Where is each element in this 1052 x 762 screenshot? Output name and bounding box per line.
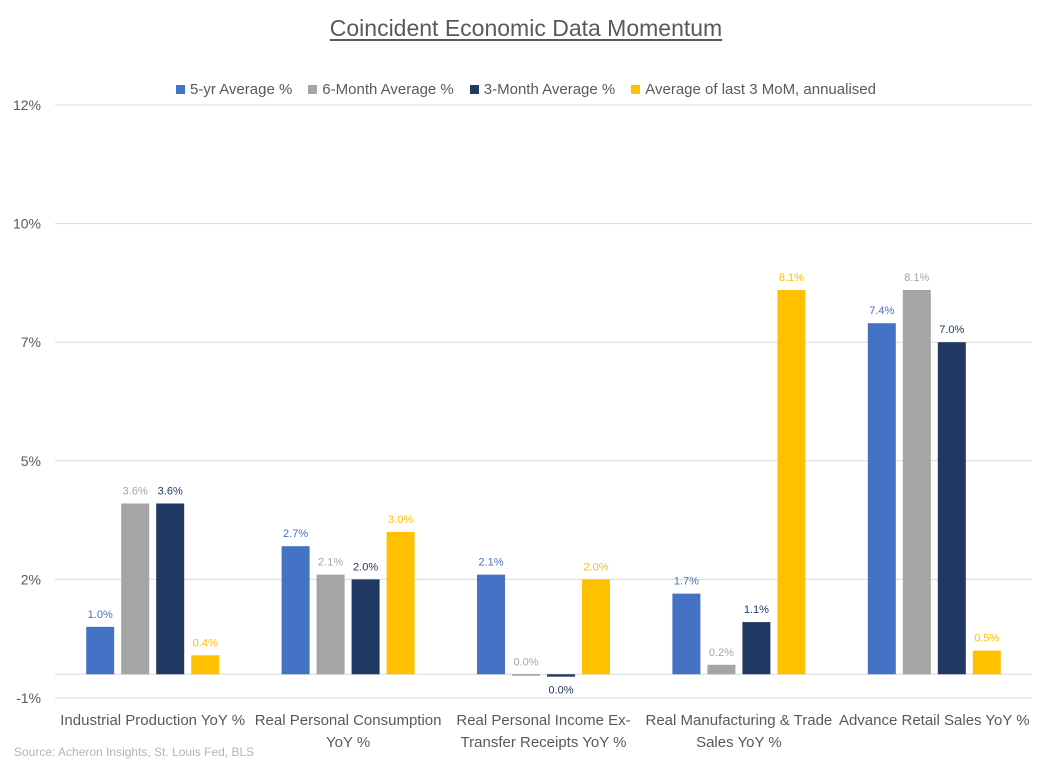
legend-swatch <box>631 85 641 94</box>
legend-label: 6-Month Average % <box>322 81 454 98</box>
bar <box>777 290 806 675</box>
legend-swatch <box>469 85 479 94</box>
chart-title: Coincident Economic Data Momentum <box>329 15 723 41</box>
legend-label: 5-yr Average % <box>190 81 293 98</box>
chart-legend: 5-yr Average % 6-Month Average % 3-Month A… <box>0 81 1052 98</box>
x-category-label: YoY % <box>326 734 370 751</box>
bar <box>582 579 610 675</box>
bar <box>281 546 310 675</box>
bar <box>547 674 575 677</box>
y-tick-label: 12% <box>13 97 41 113</box>
data-label: 2.0% <box>583 561 608 573</box>
bar <box>121 503 150 675</box>
y-tick-label: 2% <box>21 571 41 587</box>
legend-swatch <box>176 85 186 94</box>
bar <box>672 593 701 675</box>
x-category-label: Advance Retail Sales YoY % <box>839 712 1030 729</box>
bar <box>512 674 540 676</box>
bar <box>477 574 505 675</box>
data-label: 3.0% <box>388 514 413 526</box>
y-tick-label: -1% <box>16 690 41 706</box>
data-label: 1.0% <box>88 609 113 621</box>
bar <box>86 626 115 675</box>
data-label: 2.1% <box>318 557 343 569</box>
data-label: 3.6% <box>158 485 183 497</box>
legend-item: 3-Month Average % <box>469 81 616 98</box>
data-label: 1.1% <box>744 604 769 616</box>
legend-item: Average of last 3 MoM, annualised <box>631 81 876 98</box>
bar <box>386 531 415 675</box>
x-category-label: Transfer Receipts YoY % <box>461 734 627 751</box>
data-label: 2.0% <box>353 561 378 573</box>
data-label: 8.1% <box>779 272 804 284</box>
data-label: 7.0% <box>939 324 964 336</box>
bar <box>902 290 931 675</box>
data-label: 2.1% <box>478 557 503 569</box>
y-tick-label: 5% <box>21 453 41 469</box>
bar <box>191 655 220 675</box>
data-label: 1.7% <box>674 576 699 588</box>
data-label: 0.2% <box>709 647 734 659</box>
x-category-label: Real Manufacturing & Trade <box>646 712 833 729</box>
bar <box>156 503 185 675</box>
bar <box>937 342 966 675</box>
x-category-label: Real Personal Consumption <box>255 712 442 729</box>
data-label: 0.0% <box>548 685 573 697</box>
bar <box>707 664 736 675</box>
bar <box>316 574 345 675</box>
source-note: Source: Acheron Insights, St. Louis Fed,… <box>14 745 255 759</box>
legend-item: 5-yr Average % <box>176 81 292 98</box>
data-label: 0.0% <box>513 656 538 668</box>
legend-swatch <box>308 85 318 94</box>
data-label: 0.5% <box>974 633 999 645</box>
data-label: 2.7% <box>283 528 308 540</box>
bar <box>972 650 1001 675</box>
data-label: 0.4% <box>193 637 218 649</box>
legend-item: 6-Month Average % <box>308 81 454 98</box>
y-tick-label: 7% <box>21 334 41 350</box>
data-label: 8.1% <box>904 272 929 284</box>
x-category-label: Sales YoY % <box>696 734 782 751</box>
bar <box>867 323 896 675</box>
legend-label: Average of last 3 MoM, annualised <box>645 81 876 98</box>
data-label: 3.6% <box>123 485 148 497</box>
legend-label: 3-Month Average % <box>483 81 616 98</box>
y-tick-label: 10% <box>13 216 41 232</box>
bar <box>351 579 380 675</box>
data-label: 7.4% <box>869 305 894 317</box>
bar <box>742 622 771 675</box>
x-category-label: Industrial Production YoY % <box>60 712 245 729</box>
x-category-label: Real Personal Income Ex- <box>456 712 630 729</box>
